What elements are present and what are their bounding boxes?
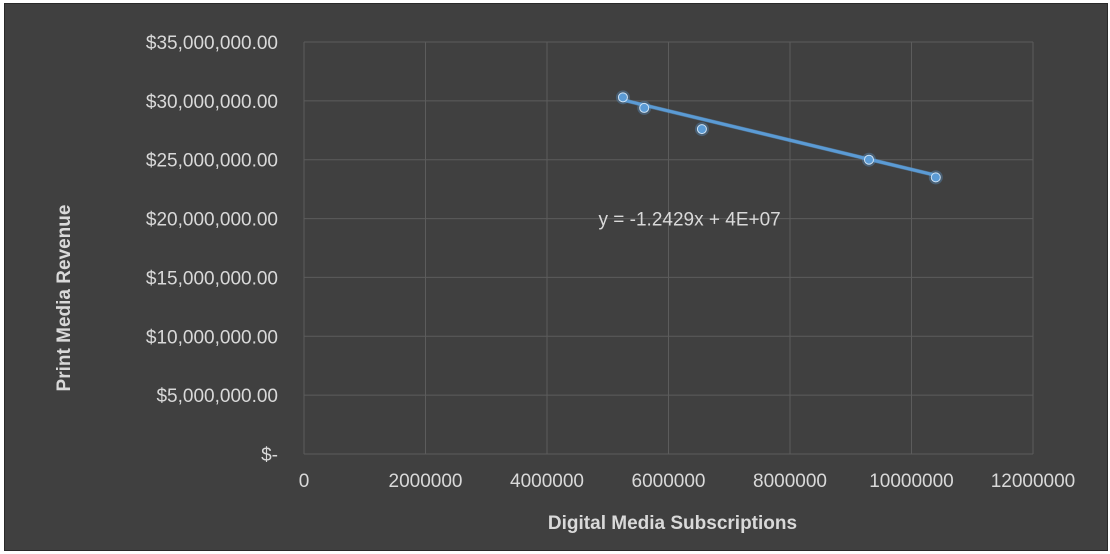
y-tick-label: $- [261, 445, 278, 466]
chart-area: $- $5,000,000.00 $10,000,000.00 $15,000,000… [4, 3, 1108, 551]
x-axis-title: Digital Media Subscriptions [548, 513, 797, 534]
data-point [863, 154, 874, 165]
data-point [930, 172, 941, 183]
x-tick-label: 2000000 [389, 471, 463, 492]
trendline-equation: y = -1.2429x + 4E+07 [599, 210, 781, 231]
y-axis-tick-labels: $- $5,000,000.00 $10,000,000.00 $15,000,000… [146, 33, 278, 466]
scatter-chart: $- $5,000,000.00 $10,000,000.00 $15,000,000… [54, 33, 1076, 534]
y-tick-label: $10,000,000.00 [146, 327, 278, 348]
x-tick-label: 0 [299, 471, 310, 492]
data-point [617, 92, 628, 103]
y-tick-label: $25,000,000.00 [146, 151, 278, 172]
y-tick-label: $15,000,000.00 [146, 268, 278, 289]
y-axis-title: Print Media Revenue [54, 205, 75, 392]
x-tick-label: 6000000 [632, 471, 706, 492]
y-tick-label: $5,000,000.00 [156, 386, 278, 407]
x-tick-label: 8000000 [753, 471, 827, 492]
data-point [696, 124, 707, 135]
x-tick-label: 4000000 [510, 471, 584, 492]
trendline [621, 98, 938, 177]
gridlines [303, 41, 1034, 455]
y-tick-label: $20,000,000.00 [146, 210, 278, 231]
data-points [615, 90, 943, 185]
x-axis-tick-labels: 0 2000000 4000000 6000000 8000000 10000000 120… [299, 471, 1076, 492]
y-tick-label: $35,000,000.00 [146, 33, 278, 54]
trendline-group [620, 97, 938, 178]
x-tick-label: 12000000 [991, 471, 1076, 492]
y-tick-label: $30,000,000.00 [146, 92, 278, 113]
x-tick-label: 10000000 [869, 471, 954, 492]
data-point [639, 102, 650, 113]
